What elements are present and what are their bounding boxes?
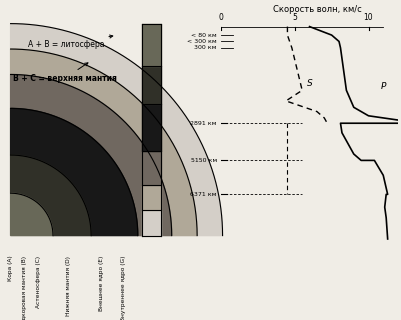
Bar <box>142 185 161 210</box>
Text: 300 км: 300 км <box>194 45 216 50</box>
Text: 6371 км: 6371 км <box>190 192 216 197</box>
Text: Скорость волн, км/с: Скорость волн, км/с <box>272 5 360 14</box>
Polygon shape <box>10 155 91 236</box>
Text: В + С = верхняя мантия: В + С = верхняя мантия <box>13 63 116 83</box>
Polygon shape <box>10 193 53 236</box>
Polygon shape <box>10 24 222 236</box>
Polygon shape <box>10 108 138 236</box>
Text: A + B = литосфера: A + B = литосфера <box>28 35 113 49</box>
Text: < 300 км: < 300 км <box>186 39 216 44</box>
Text: P: P <box>379 82 385 91</box>
Text: < 80 км: < 80 км <box>190 33 216 37</box>
Polygon shape <box>10 49 196 236</box>
Text: 0: 0 <box>218 13 223 22</box>
Bar <box>142 66 161 104</box>
Bar <box>142 24 161 66</box>
Text: Нижняя мантия (D): Нижняя мантия (D) <box>66 255 71 316</box>
Text: Кора (А): Кора (А) <box>8 255 13 281</box>
Text: Астеносфера (С): Астеносфера (С) <box>35 255 41 308</box>
Text: S: S <box>306 79 312 88</box>
Text: Внешнее ядро (Е): Внешнее ядро (Е) <box>99 255 104 311</box>
Polygon shape <box>10 75 171 236</box>
Text: 5150 км: 5150 км <box>190 158 216 163</box>
Text: Внутреннее ядро (G): Внутреннее ядро (G) <box>121 255 126 320</box>
Text: 5: 5 <box>292 13 296 22</box>
Bar <box>142 151 161 185</box>
Bar <box>142 104 161 151</box>
Text: 10: 10 <box>363 13 373 22</box>
Bar <box>142 210 161 236</box>
Text: 2891 км: 2891 км <box>190 121 216 126</box>
Text: Подкоровая мантия (В): Подкоровая мантия (В) <box>22 255 27 320</box>
